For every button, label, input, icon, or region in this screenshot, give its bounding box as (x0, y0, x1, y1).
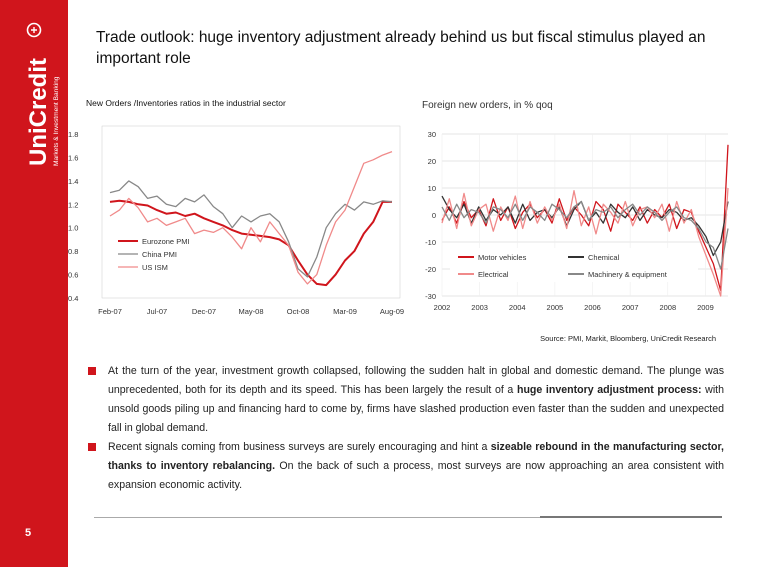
chart-1-ytick-label: 0.6 (68, 271, 78, 280)
bullet-item-1: At the turn of the year, investment grow… (88, 362, 724, 438)
unicredit-logo: UniCredit Markets & Investment Banking (25, 22, 60, 166)
chart-1-svg: New Orders /Inventories ratios in the in… (68, 98, 404, 316)
chart-2-xtick-label: 2009 (697, 303, 714, 312)
brand-name-text: UniCredit (25, 58, 52, 166)
chart-1-ytick-label: 1.2 (68, 200, 78, 209)
chart-1-xtick-label: May-08 (238, 307, 263, 316)
footer-accent (540, 516, 722, 518)
chart-1-xtick-label: Aug-09 (380, 307, 404, 316)
bullet-list: At the turn of the year, investment grow… (88, 362, 724, 495)
chart-2-ytick-label: 10 (428, 184, 436, 193)
bullet-2-text-end: On the back of such a process, most surv… (108, 460, 724, 491)
chart-1-xtick-label: Mar-09 (333, 307, 357, 316)
chart-2-ytick-label: -30 (425, 292, 436, 301)
chart-1-ytick-label: 1.6 (68, 153, 78, 162)
chart-2-xtick-label: 2006 (584, 303, 601, 312)
chart-2-xtick-label: 2002 (434, 303, 451, 312)
brand-tagline-text: Markets & Investment Banking (53, 76, 60, 166)
chart-2-xtick-label: 2005 (547, 303, 564, 312)
chart-new-orders-inventories: New Orders /Inventories ratios in the in… (66, 94, 406, 320)
chart-2-series-line (441, 144, 729, 292)
chart-1-ytick-label: 0.8 (68, 247, 78, 256)
chart-1-ytick-label: 0.4 (68, 294, 78, 303)
bullet-1-text-end: with unsold goods piling up and financin… (108, 384, 725, 434)
chart-1-frame (101, 125, 401, 299)
chart-1-legend-label: US ISM (142, 263, 168, 272)
chart-1-series-line (109, 180, 393, 278)
bullet-marker (88, 367, 96, 375)
chart-1-ytick-label: 1.4 (68, 177, 78, 186)
chart-2-legend-label: Machinery & equipment (588, 270, 668, 279)
chart-1-xtick-label: Dec-07 (192, 307, 216, 316)
brand-sidebar: UniCredit Markets & Investment Banking 5 (0, 0, 68, 567)
chart-1-xtick-label: Jul-07 (147, 307, 167, 316)
bullet-1-text: At the turn of the year, investment grow… (108, 365, 724, 396)
chart-2-xtick-label: 2008 (659, 303, 676, 312)
bullet-1-bold: huge inventory adjustment process: (516, 384, 702, 396)
chart-1-legend-label: Eurozone PMI (142, 237, 190, 246)
source-note: Source: PMI, Markit, Bloomberg, UniCredi… (540, 334, 716, 343)
chart-2-legend-label: Electrical (478, 270, 509, 279)
chart-1-xtick-label: Feb-07 (98, 307, 122, 316)
chart-1-xtick-label: Oct-08 (287, 307, 310, 316)
chart-1-series-line (109, 199, 392, 287)
chart-2-ytick-label: 0 (432, 211, 436, 220)
page-title: Trade outlook: huge inventory adjustment… (96, 29, 706, 67)
chart-2-legend-label: Motor vehicles (478, 253, 527, 262)
chart-2-ytick-label: -10 (425, 238, 436, 247)
chart-2-ytick-label: -20 (425, 265, 436, 274)
bullet-marker (88, 443, 96, 451)
chart-2-legend-label: Chemical (588, 253, 620, 262)
chart-2-xtick-label: 2003 (471, 303, 488, 312)
chart-1-ytick-label: 1.0 (68, 224, 78, 233)
chart-2-legend-box (450, 248, 698, 282)
chart-2-svg: Foreign new orders, in % qoq -30 -20 -10 0 10… (422, 100, 729, 312)
chart-2-ytick-label: 30 (428, 130, 436, 139)
chart-1-ytick-label: 1.8 (68, 130, 78, 139)
chart-2-xtick-label: 2007 (622, 303, 639, 312)
chart-2-series-line (441, 200, 729, 270)
bullet-2-bold: sizeable rebound in the manufacturing se… (108, 441, 725, 472)
chart-2-ytick-label: 20 (428, 157, 436, 166)
bullet-2-text: Recent signals coming from business surv… (108, 441, 491, 453)
chart-1-series-line (109, 150, 393, 285)
footer-divider (94, 517, 722, 518)
chart-2-title: Foreign new orders, in % qoq (422, 100, 553, 111)
page-number: 5 (25, 527, 32, 539)
bullet-item-2: Recent signals coming from business surv… (88, 438, 724, 495)
chart-2-xtick-label: 2004 (509, 303, 526, 312)
chart-1-legend-label: China PMI (142, 250, 177, 259)
chart-foreign-new-orders: Foreign new orders, in % qoq -30 -20 -10 0 10… (414, 94, 734, 320)
chart-1-title: New Orders /Inventories ratios in the in… (86, 98, 286, 108)
